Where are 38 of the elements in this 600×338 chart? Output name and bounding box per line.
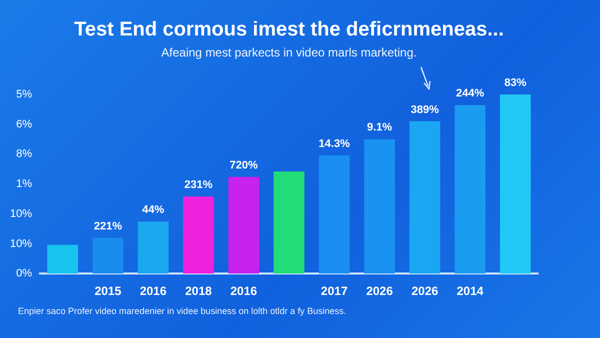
text: 10% [10,238,32,250]
bar [228,176,260,274]
x-tick-label: 2026 [411,284,438,298]
x-tick-label: 2014 [456,284,484,298]
annotation: 720% [230,159,258,172]
chart-subtitle: Afeaing mest parkects in video marls marketing. [161,46,417,60]
annotation: 231% [184,179,213,192]
text: 1% [16,178,32,190]
text: Enpier saco Profer video maredenier in videe business on lolth otldr a fy Business. [18,306,346,316]
annotation: 244% [456,88,484,100]
x-tick-label: 2026 [366,284,394,298]
annotation: 44% [142,204,164,216]
annotation: 9.1% [367,122,392,134]
bar [364,139,395,274]
bar [454,105,486,274]
x-tick-label: 2017 [320,284,348,298]
x-tick-label: 2015 [94,284,122,298]
bar [274,171,304,274]
annotation: 83% [504,76,527,89]
text: 5% [16,88,32,100]
bar [47,244,78,274]
annotation: 389% [410,104,440,116]
bar [318,155,350,274]
bar [409,121,440,274]
bar [183,196,214,274]
x-tick-label: 2016 [230,284,258,298]
text: 0% [16,268,32,280]
text: 10% [10,208,32,220]
bar [500,94,531,274]
annotation: 221% [94,220,122,232]
text: 6% [16,118,32,130]
annotation: 14.3% [318,138,350,150]
x-tick-label: 2016 [140,284,167,298]
text: 8% [16,148,32,160]
bar [138,222,169,274]
x-tick-label: 2018 [185,284,212,298]
bar [92,238,124,274]
chart-title: Test End cormous imest the deficrnmeneas... [74,18,504,41]
